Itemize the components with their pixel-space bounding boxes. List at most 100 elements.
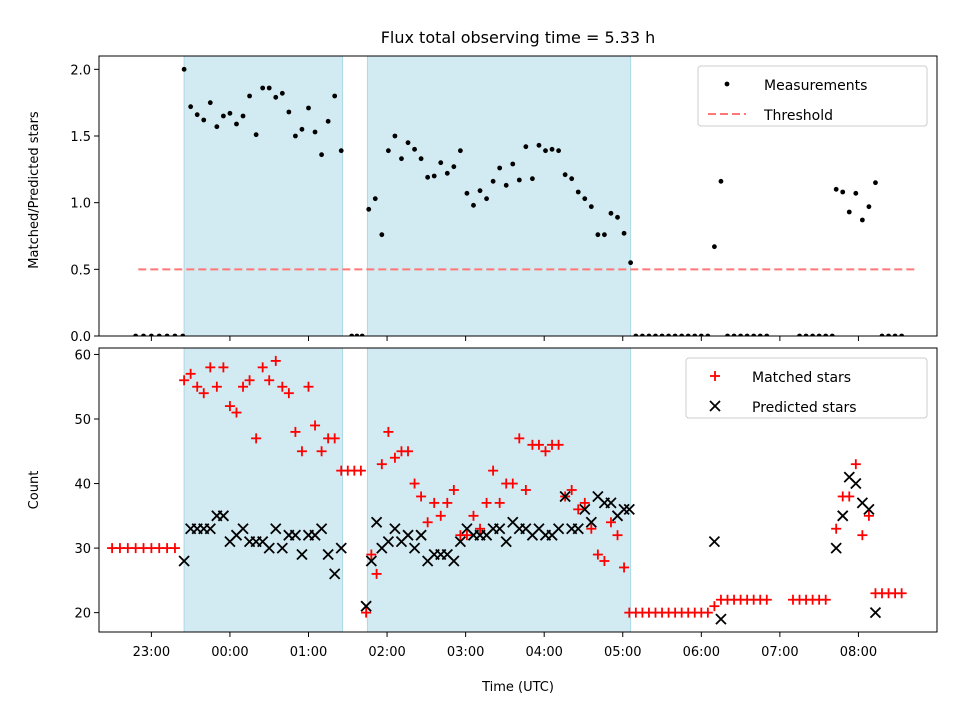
measurement-point (412, 146, 417, 152)
measurement-point (354, 333, 360, 336)
matched-star-point (520, 485, 531, 495)
measurement-point (156, 333, 162, 336)
measurement-point (803, 333, 809, 336)
plot-frame (98, 347, 938, 633)
plot-area (107, 355, 907, 625)
matched-star-point (257, 362, 268, 373)
measurement-point (823, 333, 829, 336)
measurement-point (679, 333, 685, 336)
measurement-point (438, 160, 444, 166)
measurement-point (477, 188, 483, 194)
matched-star-point (211, 381, 222, 392)
measurement-point (523, 144, 529, 150)
matched-star-point (231, 407, 242, 418)
matched-star-point (599, 556, 610, 566)
matched-star-point (514, 433, 525, 444)
x-tick-label: 08:00 (840, 645, 877, 660)
predicted-star-point (869, 606, 882, 619)
measurement-point (846, 209, 852, 215)
measurement-point (247, 93, 252, 99)
matched-star-point (416, 491, 427, 502)
ratio-panel: 0.0 0.5 1.0 1.5 2.0 Matched/Predicted stars Me… (27, 55, 938, 345)
predicted-star-point (329, 568, 341, 580)
measurement-point (180, 333, 186, 336)
matched-star-point (612, 530, 623, 541)
measurement-point (385, 148, 391, 154)
measurement-point (797, 333, 802, 336)
matched-star-point (857, 530, 868, 541)
measurement-point (810, 333, 816, 336)
matched-star-point (303, 381, 314, 392)
measurement-point (266, 85, 272, 91)
plot-frame (98, 55, 938, 337)
x-tick-label: 02:00 (368, 645, 405, 660)
measurement-point (530, 176, 535, 182)
y-tick-label: 1.5 (70, 130, 91, 145)
matched-star-point (283, 388, 294, 399)
measurement-point (556, 148, 561, 154)
measurement-point (744, 333, 750, 336)
predicted-star-point (322, 548, 334, 561)
measurement-point (873, 180, 878, 186)
legend-frame (685, 357, 928, 419)
matched-star-point (579, 497, 590, 508)
matched-star-point (296, 446, 307, 457)
predicted-star-point (572, 523, 584, 535)
measurement-point (451, 164, 457, 170)
matched-star-point (435, 510, 446, 521)
legend-frame (697, 65, 928, 127)
measurement-point (536, 142, 542, 148)
measurement-point (751, 333, 757, 336)
measurement-point (260, 85, 266, 91)
legend-measurement-swatch (724, 81, 730, 87)
predicted-star-point (552, 523, 565, 535)
measurement-point (240, 113, 246, 119)
matched-star-point (488, 465, 499, 476)
measurement-point (698, 333, 704, 336)
matched-star-point (355, 465, 366, 476)
measurement-point (201, 117, 207, 123)
matched-star-point (185, 368, 196, 379)
matched-star-point (361, 607, 372, 618)
matched-star-point (270, 355, 281, 366)
measurement-point (569, 176, 575, 182)
predicted-star-point (289, 529, 302, 541)
matched-star-point (389, 452, 400, 463)
measurement-point (621, 230, 627, 236)
matched-star-point (169, 543, 180, 554)
predicted-star-point (389, 523, 401, 535)
measurement-point (582, 196, 588, 202)
measurement-point (172, 333, 178, 336)
observing-window-2 (366, 55, 632, 337)
predicted-star-point (708, 535, 721, 548)
matched-star-point (831, 523, 842, 534)
measurement-point (253, 132, 259, 138)
measurement-point (490, 178, 496, 184)
measurement-point (359, 333, 365, 336)
measurement-point (220, 113, 226, 119)
matched-star-point (844, 491, 855, 502)
legend-label: Matched stars (752, 370, 851, 386)
measurement-point (464, 190, 470, 196)
measurement-point (595, 232, 601, 238)
matched-star-point (198, 388, 209, 399)
matched-star-point (290, 426, 301, 437)
predicted-star-point (204, 523, 216, 535)
measurement-point (306, 105, 311, 111)
measurement-point (471, 202, 476, 208)
y-tick-label: 1.0 (70, 197, 91, 212)
predicted-star-point (579, 503, 591, 516)
y-tick-label: 60 (74, 348, 91, 363)
legend: Matched stars Predicted stars (685, 357, 928, 419)
measurement-point (718, 178, 724, 184)
measurement-point (431, 173, 437, 179)
matched-star-point (310, 420, 321, 431)
measurement-point (853, 190, 859, 196)
measurement-point (886, 333, 891, 336)
measurement-point (892, 333, 898, 336)
plot-area (133, 66, 918, 336)
matched-star-point (376, 459, 387, 470)
predicted-star-point (454, 535, 467, 548)
matched-star-point (709, 601, 720, 612)
measurement-point (405, 140, 411, 146)
